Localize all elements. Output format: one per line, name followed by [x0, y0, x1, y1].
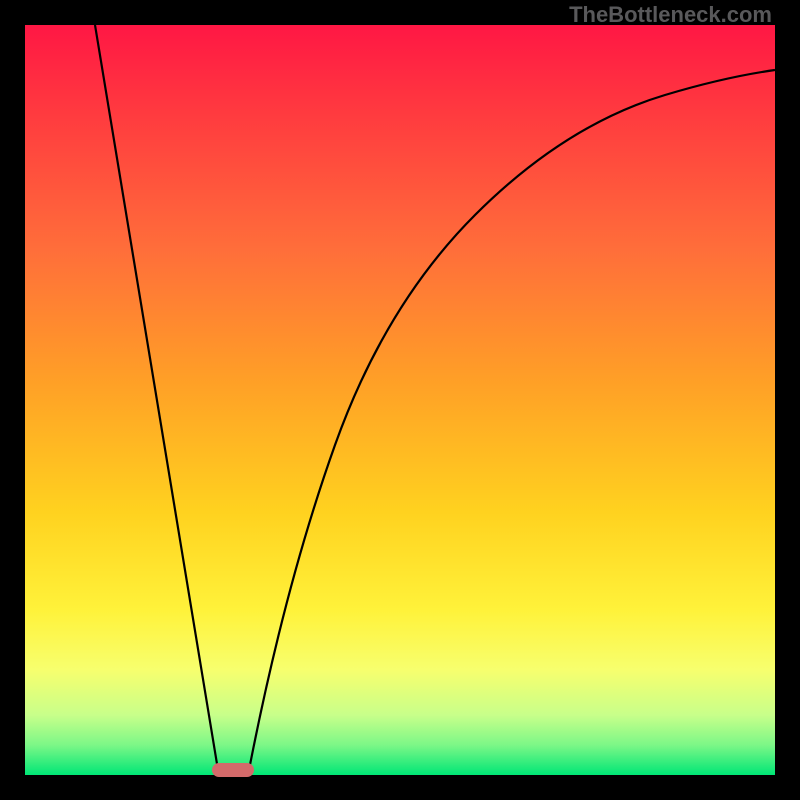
curve-right-segment	[249, 70, 775, 770]
optimal-marker	[212, 763, 254, 777]
bottleneck-curve	[25, 25, 775, 775]
frame-bottom	[0, 775, 800, 800]
watermark: TheBottleneck.com	[569, 2, 772, 28]
frame-left	[0, 0, 25, 800]
frame-right	[775, 0, 800, 800]
plot-area	[25, 25, 775, 775]
curve-left-segment	[95, 25, 218, 770]
